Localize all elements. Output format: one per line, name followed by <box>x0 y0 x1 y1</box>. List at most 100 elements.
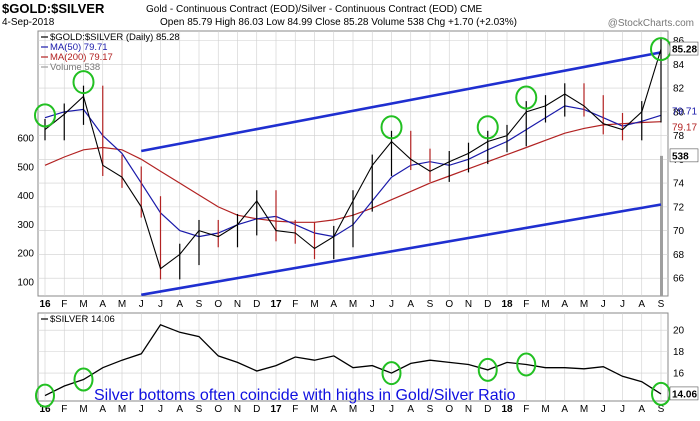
trendline-upper <box>141 51 662 153</box>
silver-line <box>44 324 662 397</box>
highlight-circle <box>476 115 499 140</box>
x-tick-label: N <box>234 404 241 415</box>
chart-subtitle: Gold - Continuous Contract (EOD)/Silver … <box>146 4 483 15</box>
x-tick-label: M <box>79 299 87 310</box>
x-tick-label: M <box>349 299 357 310</box>
last-close-label: 85.28 <box>672 45 697 56</box>
x-tick-label: A <box>407 299 414 310</box>
x-tick-label: A <box>407 404 414 415</box>
highlight-circle <box>380 115 403 140</box>
x-tick-label: J <box>139 299 144 310</box>
x-tick-label: O <box>445 299 453 310</box>
y-tick-label: 78 <box>673 131 685 142</box>
x-tick-label: A <box>330 404 337 415</box>
x-tick-label: J <box>389 299 394 310</box>
y-tick-label: 82 <box>673 84 685 95</box>
x-tick-label: S <box>658 404 665 415</box>
y-tick-label: 18 <box>673 347 685 358</box>
x-tick-label: M <box>541 299 549 310</box>
y-tick-label: 74 <box>673 179 685 190</box>
x-tick-label: S <box>427 404 434 415</box>
stockcharts-brand[interactable]: @StockCharts.com <box>607 18 694 29</box>
volume-tick-label: 600 <box>17 134 34 145</box>
silver-panel: 16 F M A M J J A S O N D 17 F M A M J J A S O N D 18 F M A M J J A S1618… <box>35 312 699 415</box>
x-tick-label: S <box>658 299 665 310</box>
x-tick-label: M <box>310 404 318 415</box>
x-tick-label: F <box>292 299 298 310</box>
x-tick-label: A <box>561 404 568 415</box>
x-tick-label: O <box>445 404 453 415</box>
x-tick-label: F <box>523 404 529 415</box>
x-tick-label: D <box>253 404 260 415</box>
ma200-value-label: 79.17 <box>672 123 697 134</box>
x-tick-label: 18 <box>501 404 513 415</box>
ma50-value-label: 79.71 <box>672 106 697 117</box>
x-tick-label: O <box>214 404 222 415</box>
highlight-circle <box>73 367 94 392</box>
x-tick-label: M <box>118 299 126 310</box>
x-tick-label: N <box>465 404 472 415</box>
chart-date: 4-Sep-2018 <box>2 17 55 28</box>
y-tick-label: 72 <box>673 202 685 213</box>
volume-bar <box>660 155 663 296</box>
x-tick-label: M <box>580 404 588 415</box>
legend-entry: $GOLD:$SILVER (Daily) 85.28 <box>50 32 180 43</box>
x-tick-label: 17 <box>270 404 282 415</box>
x-tick-label: A <box>176 299 183 310</box>
volume-value-label-box <box>669 148 699 163</box>
trendline-lower <box>141 203 662 297</box>
silver-last-box <box>669 386 699 401</box>
x-tick-label: A <box>176 404 183 415</box>
volume-tick-label: 300 <box>17 220 34 231</box>
x-tick-label: 18 <box>501 299 513 310</box>
x-tick-label: A <box>99 404 106 415</box>
x-tick-label: J <box>370 299 375 310</box>
x-tick-label: 16 <box>39 299 51 310</box>
x-tick-label: J <box>620 299 625 310</box>
y-tick-label: 70 <box>673 226 685 237</box>
annotation-text: Silver bottoms often coincide with highs… <box>94 387 516 404</box>
x-tick-label: M <box>118 404 126 415</box>
volume-tick-label: 500 <box>17 162 34 173</box>
x-tick-label: N <box>234 299 241 310</box>
x-tick-label: J <box>158 404 163 415</box>
highlight-circle <box>477 357 498 382</box>
ohlc-readout: Open 85.79 High 86.03 Low 84.99 Close 85… <box>160 17 517 28</box>
y-tick-label: 20 <box>673 326 685 337</box>
last-close-label-box <box>669 41 699 56</box>
price-panel: 16 F M A M J J A S O N D 17 F M A M J J A S O N D 18 F M A M J J A S6668… <box>17 30 699 310</box>
highlight-circle <box>381 361 402 386</box>
legend-entry: Volume 538 <box>50 62 100 73</box>
y-tick-label: 86 <box>673 36 685 47</box>
chart-title: $GOLD:$SILVER <box>2 1 105 16</box>
volume-tick-label: 200 <box>17 249 34 260</box>
x-tick-label: F <box>61 299 67 310</box>
x-tick-label: M <box>79 404 87 415</box>
x-tick-label: J <box>389 404 394 415</box>
x-tick-label: J <box>370 404 375 415</box>
x-tick-label: J <box>620 404 625 415</box>
x-tick-label: M <box>580 299 588 310</box>
y-tick-label: 84 <box>673 60 685 71</box>
x-tick-label: A <box>561 299 568 310</box>
highlight-circle <box>516 352 537 377</box>
x-tick-label: F <box>523 299 529 310</box>
x-tick-label: A <box>330 299 337 310</box>
x-tick-label: A <box>99 299 106 310</box>
x-tick-label: M <box>541 404 549 415</box>
x-tick-label: J <box>601 404 606 415</box>
y-tick-label: 16 <box>673 369 685 380</box>
highlight-circle <box>35 383 55 408</box>
highlight-circle <box>515 85 538 110</box>
silver-last-label: 14.06 <box>672 389 697 400</box>
x-tick-label: M <box>310 299 318 310</box>
x-tick-label: S <box>427 299 434 310</box>
legend-entry: MA(50) 79.71 <box>50 42 108 53</box>
x-tick-label: J <box>158 299 163 310</box>
volume-tick-label: 100 <box>17 278 34 289</box>
x-tick-label: O <box>214 299 222 310</box>
legend-entry: MA(200) 79.17 <box>50 52 113 63</box>
x-tick-label: S <box>196 404 203 415</box>
volume-tick-label: 400 <box>17 191 34 202</box>
